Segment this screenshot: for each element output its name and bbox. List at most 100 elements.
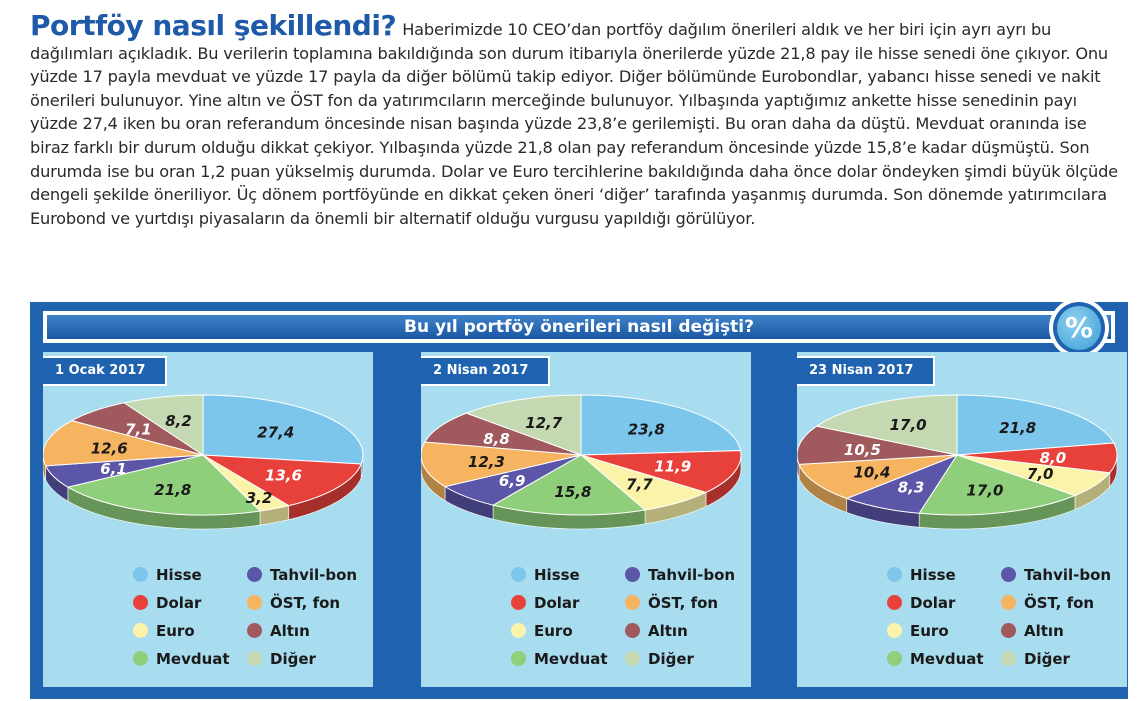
legend-label: Hisse [156, 566, 202, 584]
pie-label-tahvil-bon: 6,1 [100, 460, 127, 478]
chart-date-label: 23 Nisan 2017 [797, 356, 936, 386]
panel-banner: Bu yıl portföy önerileri nasıl değişti? [43, 311, 1115, 343]
legend-label: ÖST, fon [1024, 594, 1095, 612]
percent-badge: % [1049, 298, 1109, 358]
legend-swatch [133, 651, 148, 666]
legend-item-tahvil-bon: Tahvil-bon [1001, 564, 1111, 586]
legend-label: Mevduat [910, 650, 984, 668]
pie-label-altin: 10,5 [844, 441, 881, 459]
pie-label-mevduat: 17,0 [966, 481, 1003, 499]
legend-swatch [625, 623, 640, 638]
legend-swatch [887, 595, 902, 610]
legend-label: Altın [270, 622, 310, 640]
legend-label: Diğer [270, 650, 316, 668]
pie-slice-ost-fon [421, 441, 582, 488]
legend-label: Mevduat [156, 650, 230, 668]
legend-swatch [247, 623, 262, 638]
legend-swatch [887, 567, 902, 582]
legend-swatch [511, 623, 526, 638]
legend-swatch [247, 651, 262, 666]
legend-swatch [511, 595, 526, 610]
pie-svg: 27,4 13,6 3,2 21,8 6,1 12,67,1 8,2 [43, 394, 364, 530]
pie-label-hisse: 21,8 [999, 419, 1036, 437]
pie-label-euro: 7,0 [1027, 465, 1054, 483]
legend-label: ÖST, fon [270, 594, 341, 612]
panel-title: Bu yıl portföy önerileri nasıl değişti? [47, 315, 1111, 339]
pie-label-dolar: 11,9 [654, 458, 691, 476]
legend-item-diger: Diğer [247, 648, 316, 670]
legend-swatch [1001, 623, 1016, 638]
pie-label-dolar: 8,0 [1040, 449, 1067, 467]
legend-label: Euro [156, 622, 195, 640]
pie-label-altin: 7,1 [125, 420, 152, 438]
pie-slice-altin [797, 425, 958, 465]
chart-date-label: 2 Nisan 2017 [421, 356, 551, 386]
legend-item-dolar: Dolar [133, 592, 201, 614]
legend-label: Altın [1024, 622, 1064, 640]
pie-label-tahvil-bon: 8,3 [898, 479, 925, 497]
legend-item-ost-fon: ÖST, fon [1001, 592, 1094, 614]
pie-slice-mevduat [66, 454, 262, 516]
pie-chart-3: 23 Nisan 2017 21,8 8,0 7,0 17,0 8,3 10,4 10,5 1… [797, 352, 1127, 687]
pie-slice-dolar [202, 454, 362, 507]
legend-label: Dolar [910, 594, 956, 612]
pie-slice-diger [122, 394, 204, 456]
legend-label: Diğer [648, 650, 694, 668]
pie-label-euro: 7,7 [626, 476, 653, 494]
pie-label-ost-fon: 12,6 [91, 439, 128, 457]
legend-swatch [511, 567, 526, 582]
legend-label: Hisse [534, 566, 580, 584]
pie-slice-altin [423, 412, 582, 456]
legend-item-dolar: Dolar [511, 592, 579, 614]
legend-swatch [133, 595, 148, 610]
pie-label-diger: 17,0 [890, 416, 927, 434]
pie-svg: 21,88,07,0 17,0 8,3 10,4 10,5 17,0 [797, 394, 1118, 530]
legend-swatch [1001, 651, 1016, 666]
legend-item-altin: Altın [625, 620, 688, 642]
pie-slice-hisse [956, 394, 1115, 456]
pie-label-ost-fon: 10,4 [853, 464, 890, 482]
legend-item-tahvil-bon: Tahvil-bon [625, 564, 735, 586]
percent-icon: % [1057, 306, 1101, 350]
pie-label-ost-fon: 12,3 [468, 453, 505, 471]
pie-slice-ost-fon [43, 420, 204, 467]
legend-label: Tahvil-bon [1024, 566, 1112, 584]
legend-item-mevduat: Mevduat [133, 648, 230, 670]
legend-swatch [133, 623, 148, 638]
pie-slice-hisse [580, 394, 742, 456]
legend-item-hisse: Hisse [887, 564, 956, 586]
pie-slice-hisse [202, 394, 364, 465]
pie-label-dolar: 13,6 [265, 467, 302, 485]
pie-label-altin: 8,8 [483, 430, 510, 448]
legend-swatch [1001, 567, 1016, 582]
legend-item-diger: Diğer [625, 648, 694, 670]
article-body: Haberimizde 10 CEO’dan portföy dağılım ö… [30, 20, 1118, 228]
article-headline: Portföy nasıl şekillendi? [30, 9, 397, 42]
legend-item-altin: Altın [1001, 620, 1064, 642]
pie-svg: 23,8 11,97,7 15,8 6,912,3 8,8 12,7 [421, 394, 742, 530]
legend-item-hisse: Hisse [133, 564, 202, 586]
pie-slice-dolar [580, 450, 742, 494]
legend-item-euro: Euro [887, 620, 949, 642]
legend-item-altin: Altın [247, 620, 310, 642]
pie-slice-diger [464, 394, 582, 456]
legend-item-mevduat: Mevduat [511, 648, 608, 670]
legend-swatch [247, 595, 262, 610]
legend-item-diger: Diğer [1001, 648, 1070, 670]
pie-label-hisse: 27,4 [257, 424, 294, 442]
legend-swatch [133, 567, 148, 582]
chart-date-label: 1 Ocak 2017 [43, 356, 168, 386]
legend-label: Tahvil-bon [270, 566, 358, 584]
legend-label: Dolar [156, 594, 202, 612]
legend-label: Dolar [534, 594, 580, 612]
legend-item-euro: Euro [133, 620, 195, 642]
pie-slice-diger [815, 394, 958, 456]
legend-swatch [887, 651, 902, 666]
legend-label: Euro [534, 622, 573, 640]
pie-label-diger: 12,7 [525, 414, 563, 432]
pie-label-euro: 3,2 [246, 489, 273, 507]
legend-item-euro: Euro [511, 620, 573, 642]
legend-item-hisse: Hisse [511, 564, 580, 586]
legend-swatch [511, 651, 526, 666]
legend-label: Altın [648, 622, 688, 640]
